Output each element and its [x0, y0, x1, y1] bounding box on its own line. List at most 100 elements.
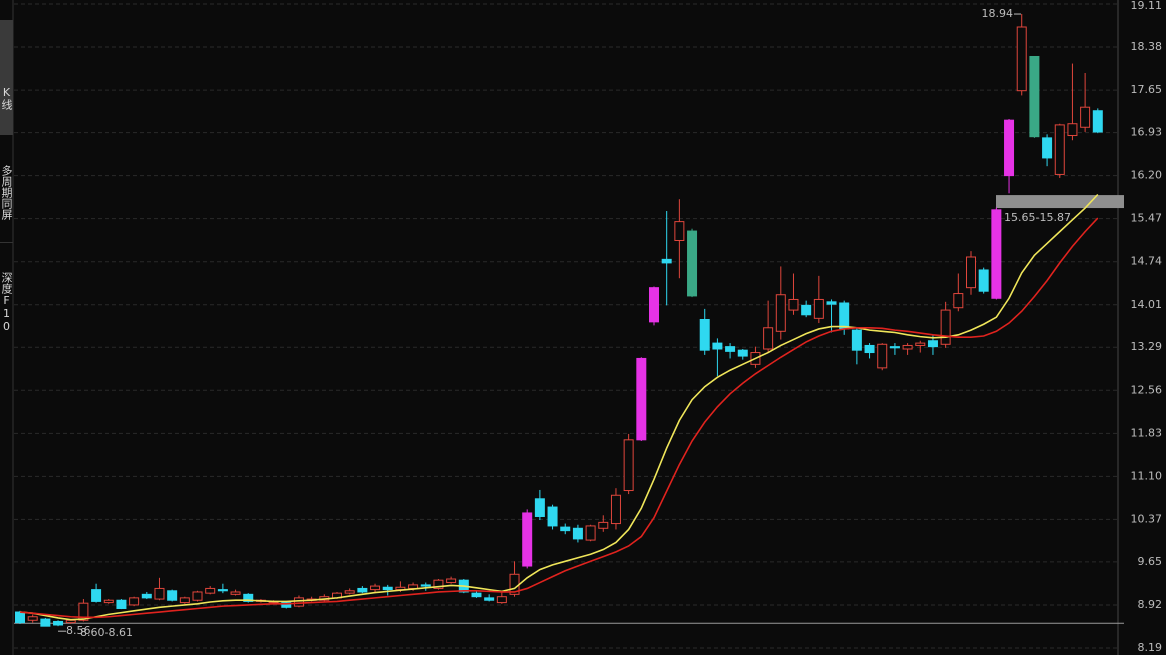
candle-body — [991, 209, 1002, 299]
candle-body — [1080, 106, 1091, 128]
candle-body — [446, 578, 457, 584]
candle-body — [116, 599, 127, 609]
y-tick-label: 13.29 — [1131, 340, 1163, 353]
candle-body — [1004, 119, 1015, 177]
candle-body — [344, 590, 355, 594]
candle-body — [763, 327, 774, 350]
y-tick-label: 15.47 — [1131, 212, 1163, 225]
candle-body — [978, 269, 989, 292]
candle-body — [864, 344, 875, 354]
side-tab-f10[interactable]: 深度F10 — [0, 271, 13, 333]
candle-body — [851, 329, 862, 351]
candle-body — [27, 616, 38, 621]
candle-body — [953, 293, 964, 309]
candle-body — [40, 618, 51, 627]
y-tick-label: 12.56 — [1131, 383, 1163, 396]
candle-body — [889, 346, 900, 349]
candle-body — [940, 309, 951, 345]
candle-body — [725, 346, 736, 352]
y-tick-label: 11.83 — [1131, 426, 1163, 439]
candle-body — [1016, 26, 1027, 92]
candle-body — [484, 597, 495, 601]
annotation-label: 8.56 — [66, 624, 91, 637]
candle-body — [522, 512, 533, 567]
candle-body — [408, 584, 419, 589]
candle-body — [496, 596, 507, 604]
side-tab-kline[interactable]: K线 — [0, 20, 13, 135]
candle-body — [547, 506, 558, 527]
y-tick-label: 8.92 — [1138, 598, 1163, 611]
candle-body — [357, 587, 368, 593]
y-tick-label: 14.74 — [1131, 255, 1163, 268]
y-tick-label: 16.20 — [1131, 169, 1163, 182]
candle-body — [78, 602, 89, 621]
annotation-label: 18.94 — [982, 7, 1014, 20]
candle-body — [826, 301, 837, 305]
candle-body — [902, 344, 913, 350]
candle-body — [65, 619, 76, 624]
candle-body — [687, 230, 698, 297]
candle-body — [15, 611, 25, 624]
candle-body — [585, 525, 596, 541]
y-tick-label: 8.19 — [1138, 641, 1163, 654]
candle-body — [293, 597, 304, 607]
candle-body — [370, 585, 381, 591]
candle-body — [674, 221, 685, 241]
candle-body — [433, 579, 444, 589]
candle-body — [1054, 124, 1065, 175]
candle-body — [103, 599, 114, 604]
candle-body — [243, 593, 254, 602]
candle-body — [534, 498, 545, 517]
candle-body — [788, 298, 799, 311]
candle-body — [1067, 123, 1078, 137]
y-tick-label: 10.37 — [1131, 512, 1163, 525]
candle-body — [572, 527, 583, 540]
candle-body — [598, 521, 609, 529]
candle-body — [205, 587, 216, 594]
y-tick-label: 19.11 — [1131, 0, 1163, 12]
candle-body — [141, 593, 152, 599]
y-tick-label: 9.65 — [1138, 555, 1163, 568]
moving-average — [19, 217, 1099, 619]
candle-body — [129, 597, 140, 606]
candle-body — [1092, 110, 1103, 133]
candle-body — [382, 586, 393, 591]
candle-body — [53, 620, 64, 626]
candle-body — [1042, 137, 1053, 159]
candle-body — [610, 494, 621, 525]
candle-body — [179, 597, 190, 604]
candle-body — [839, 302, 850, 330]
candle-body — [649, 287, 659, 323]
candle-body — [927, 340, 938, 348]
candle-body — [712, 342, 723, 350]
candle-body — [623, 439, 634, 492]
candle-body — [420, 584, 431, 587]
moving-average — [19, 193, 1099, 621]
candle-body — [217, 589, 228, 592]
candle-body — [167, 590, 178, 601]
candle-body — [661, 258, 672, 264]
candle-body — [699, 319, 710, 351]
candle-body — [813, 298, 824, 319]
y-tick-label: 16.93 — [1131, 126, 1163, 139]
candle-body — [636, 357, 647, 441]
side-tab-multi[interactable]: 多周期同屏 — [0, 142, 13, 243]
y-tick-label: 17.65 — [1131, 83, 1163, 96]
candle-body — [154, 587, 165, 600]
y-tick-label: 11.10 — [1131, 469, 1163, 482]
y-tick-label: 14.01 — [1131, 298, 1163, 311]
candle-body — [192, 591, 203, 601]
candle-body — [737, 349, 748, 357]
price-zone — [996, 195, 1124, 209]
reference-label: 8.60-8.61 — [80, 626, 133, 639]
candle-body — [775, 294, 786, 332]
zone-label: 15.65-15.87 — [1004, 211, 1071, 224]
candle-body — [281, 602, 292, 608]
candle-body — [91, 589, 102, 602]
candle-body — [471, 592, 482, 598]
candle-body — [801, 304, 812, 316]
candle-body — [1029, 55, 1040, 138]
candle-body — [966, 256, 976, 289]
